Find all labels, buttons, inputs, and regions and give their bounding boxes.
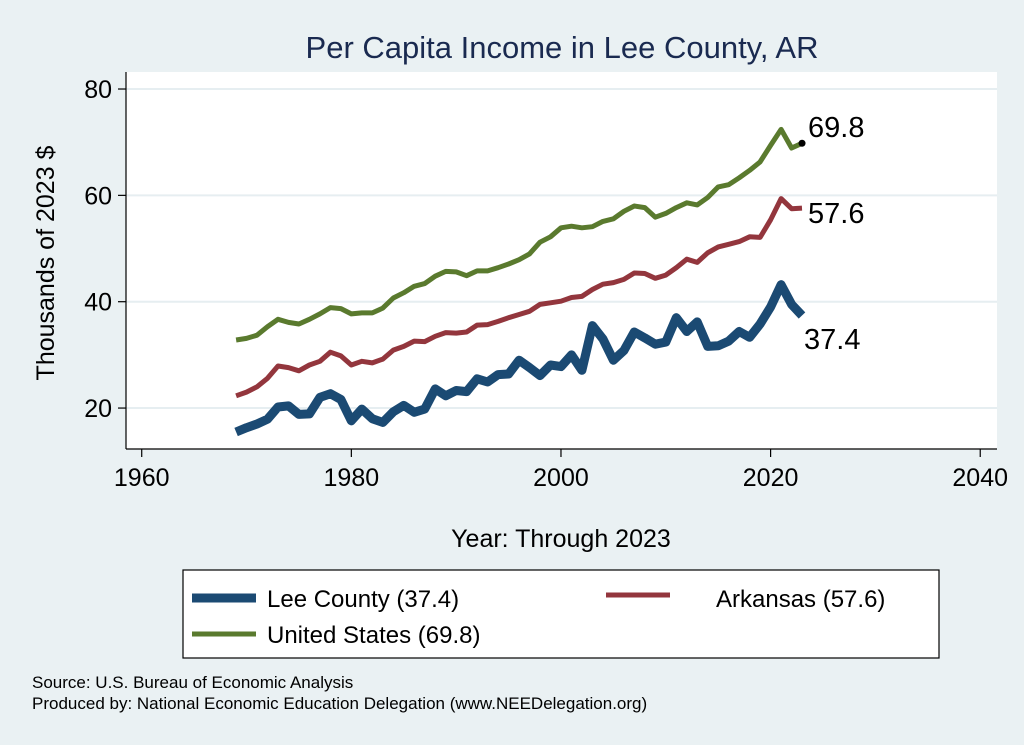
- series-line-lee-county: [234, 280, 806, 437]
- end-label-united-states: 69.8: [808, 112, 864, 144]
- x-tick-label-1980: 1980: [324, 464, 380, 492]
- series-lines: [234, 126, 806, 437]
- plot-area: [126, 72, 997, 449]
- x-tick-label-2020: 2020: [743, 464, 799, 492]
- y-tick-label-80: 80: [84, 76, 112, 104]
- y-axis-title: Thousands of 2023 $: [32, 145, 60, 380]
- legend-box: [182, 569, 940, 659]
- series-line-arkansas: [235, 196, 803, 399]
- y-tick-label-20: 20: [84, 395, 112, 423]
- x-tick-label-2000: 2000: [533, 464, 589, 492]
- x-axis-title: Year: Through 2023: [451, 525, 671, 553]
- y-ticks: 20 40 60 80: [84, 76, 126, 423]
- end-label-lee-county: 37.4: [804, 324, 860, 356]
- end-marker-united-states: [798, 139, 806, 147]
- produced-by-note: Produced by: National Economic Education…: [32, 694, 647, 713]
- y-tick-label-40: 40: [84, 289, 112, 317]
- chart-title: Per Capita Income in Lee County, AR: [306, 30, 819, 65]
- x-tick-label-1960: 1960: [114, 464, 170, 492]
- legend: Lee County (37.4) Arkansas (57.6) United…: [182, 569, 940, 659]
- legend-label-arkansas: Arkansas (57.6): [716, 586, 885, 613]
- y-tick-label-60: 60: [84, 182, 112, 210]
- end-markers: [798, 139, 806, 147]
- end-labels: 69.8 57.6 37.4: [804, 112, 864, 356]
- gridlines: [126, 88, 997, 410]
- source-note: Source: U.S. Bureau of Economic Analysis: [32, 673, 353, 692]
- x-ticks: 1960 1980 2000 2020 2040: [114, 449, 1008, 492]
- end-label-arkansas: 57.6: [808, 198, 864, 230]
- legend-label-lee-county: Lee County (37.4): [267, 586, 459, 613]
- legend-label-united-states: United States (69.8): [267, 622, 480, 649]
- x-tick-label-2040: 2040: [952, 464, 1008, 492]
- series-line-united-states: [235, 126, 804, 343]
